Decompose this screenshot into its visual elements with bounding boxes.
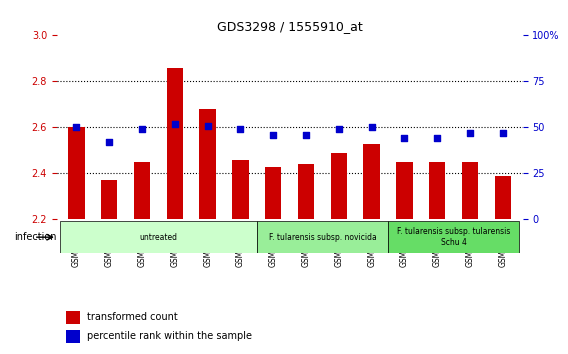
FancyBboxPatch shape [388, 221, 519, 253]
Bar [396, 162, 413, 219]
Point [269, 132, 278, 138]
Bar [462, 162, 478, 219]
Point [137, 126, 147, 132]
Bar [199, 109, 216, 219]
Text: untreated: untreated [140, 233, 177, 242]
Point [433, 136, 442, 141]
Bar [68, 127, 85, 219]
Text: F. tularensis subsp. tularensis
Schu 4: F. tularensis subsp. tularensis Schu 4 [397, 228, 511, 247]
Point [400, 136, 409, 141]
Point [203, 123, 212, 129]
Text: transformed count: transformed count [87, 312, 178, 322]
Point [498, 130, 507, 136]
FancyBboxPatch shape [257, 221, 388, 253]
Point [335, 126, 344, 132]
Text: infection: infection [14, 232, 57, 242]
Bar [364, 144, 380, 219]
Bar [232, 160, 249, 219]
Bar [101, 181, 118, 219]
Text: percentile rank within the sample: percentile rank within the sample [87, 331, 252, 341]
Bar [495, 176, 511, 219]
Point [170, 121, 179, 127]
Bar [331, 153, 347, 219]
Title: GDS3298 / 1555910_at: GDS3298 / 1555910_at [217, 20, 362, 33]
Bar [429, 162, 445, 219]
Bar [298, 164, 314, 219]
Point [236, 126, 245, 132]
FancyBboxPatch shape [60, 221, 257, 253]
Bar [265, 167, 282, 219]
Bar [166, 68, 183, 219]
Bar [66, 330, 80, 343]
Point [105, 139, 114, 145]
Point [72, 125, 81, 130]
Point [367, 125, 376, 130]
Point [466, 130, 475, 136]
Bar [134, 162, 151, 219]
Bar [66, 311, 80, 324]
Text: F. tularensis subsp. novicida: F. tularensis subsp. novicida [269, 233, 377, 242]
Point [302, 132, 311, 138]
